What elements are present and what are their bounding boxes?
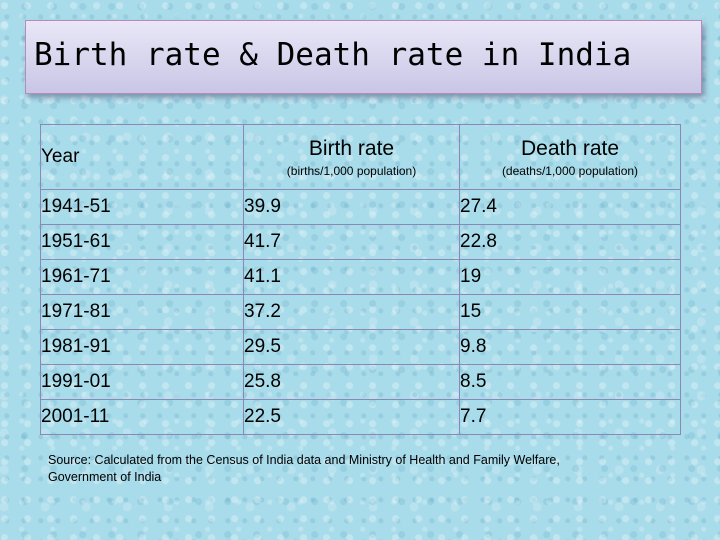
- header-birth-rate-unit: (births/1,000 population): [286, 164, 417, 178]
- table-row: 2001-11 22.5 7.7: [40, 399, 681, 435]
- header-death-rate-unit: (deaths/1,000 population): [501, 164, 639, 178]
- death-rate-cell: 27.4: [459, 189, 681, 225]
- year-cell: 1941-51: [40, 189, 244, 225]
- year-cell: 1961-71: [40, 259, 244, 295]
- year-cell: 2001-11: [40, 399, 244, 435]
- death-rate-cell: 7.7: [459, 399, 681, 435]
- page-title: Birth rate & Death rate in India: [34, 37, 632, 73]
- table-row: 1991-01 25.8 8.5: [40, 364, 681, 400]
- table-row: 1941-51 39.9 27.4: [40, 189, 681, 225]
- death-rate-cell: 19: [459, 259, 681, 295]
- death-rate-cell: 8.5: [459, 364, 681, 400]
- birth-death-rate-table: Year Birth rate (births/1,000 population…: [40, 124, 681, 435]
- table-row: 1961-71 41.1 19: [40, 259, 681, 295]
- birth-rate-cell: 41.1: [243, 259, 460, 295]
- birth-rate-cell: 29.5: [243, 329, 460, 365]
- year-cell: 1981-91: [40, 329, 244, 365]
- table-header-row: Year Birth rate (births/1,000 population…: [40, 124, 681, 190]
- table-row: 1951-61 41.7 22.8: [40, 224, 681, 260]
- year-cell: 1951-61: [40, 224, 244, 260]
- birth-rate-cell: 37.2: [243, 294, 460, 330]
- death-rate-cell: 15: [459, 294, 681, 330]
- header-birth-rate: Birth rate (births/1,000 population): [243, 124, 460, 190]
- header-death-rate: Death rate (deaths/1,000 population): [459, 124, 681, 190]
- table-row: 1971-81 37.2 15: [40, 294, 681, 330]
- header-year: Year: [40, 124, 244, 190]
- source-note: Source: Calculated from the Census of In…: [48, 453, 560, 484]
- title-box: Birth rate & Death rate in India: [25, 20, 702, 94]
- death-rate-cell: 22.8: [459, 224, 681, 260]
- birth-rate-cell: 22.5: [243, 399, 460, 435]
- header-death-rate-label: Death rate: [520, 137, 620, 160]
- birth-rate-cell: 25.8: [243, 364, 460, 400]
- death-rate-cell: 9.8: [459, 329, 681, 365]
- year-cell: 1991-01: [40, 364, 244, 400]
- birth-rate-cell: 39.9: [243, 189, 460, 225]
- year-cell: 1971-81: [40, 294, 244, 330]
- birth-rate-cell: 41.7: [243, 224, 460, 260]
- table-row: 1981-91 29.5 9.8: [40, 329, 681, 365]
- header-birth-rate-label: Birth rate: [308, 137, 395, 160]
